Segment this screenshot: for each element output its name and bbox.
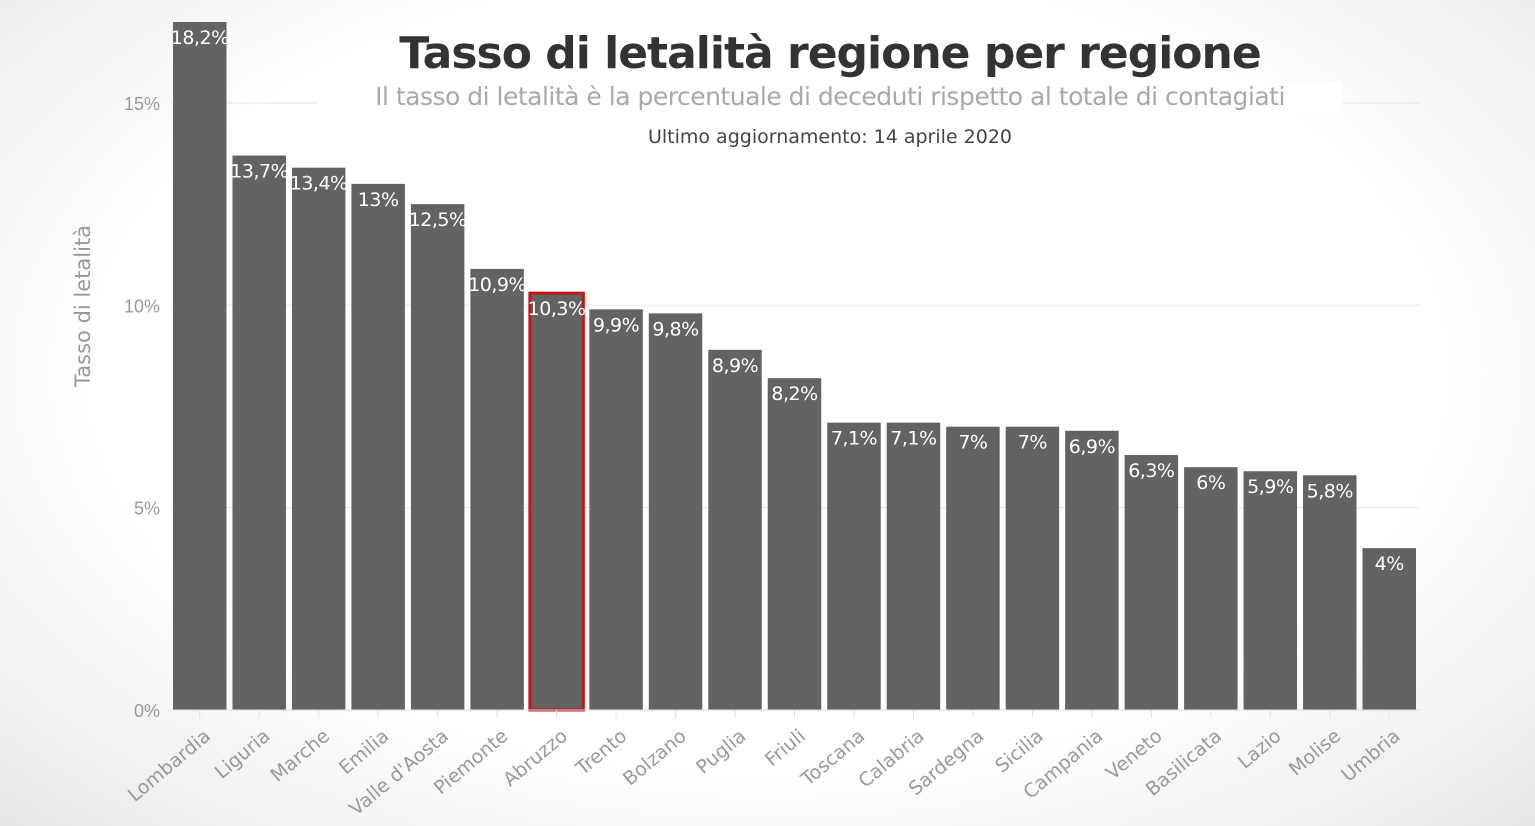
bar-abruzzo	[528, 291, 585, 712]
data-label: 4%	[1375, 553, 1404, 575]
data-label: 13,4%	[290, 173, 348, 195]
data-label: 13%	[358, 189, 399, 211]
x-tick-label: Abruzzo	[499, 725, 572, 791]
x-tick-label: Puglia	[692, 725, 750, 779]
data-label: 8,2%	[771, 383, 817, 405]
bar-sardegna	[946, 426, 1000, 710]
y-tick-label: 0%	[134, 701, 160, 721]
bar-puglia	[708, 349, 762, 710]
bar-trento	[589, 309, 643, 710]
data-label: 6,9%	[1069, 436, 1115, 458]
data-label: 10,9%	[468, 274, 526, 296]
x-tick-label: Bolzano	[619, 725, 691, 790]
data-label: 7,1%	[890, 428, 936, 450]
data-label: 18,2%	[171, 27, 229, 49]
x-tick-label: Liguria	[211, 725, 275, 783]
bar-bolzano	[648, 313, 703, 710]
bar-lombardia	[173, 22, 227, 710]
data-label: 5,8%	[1307, 480, 1353, 502]
data-label: 7,1%	[831, 428, 877, 450]
bar-friuli	[767, 378, 822, 710]
x-tick-label: Lombardia	[124, 725, 215, 806]
data-label: 9,8%	[652, 318, 698, 340]
x-tick-label: Lazio	[1234, 725, 1286, 773]
y-axis-label: Tasso di letalità	[71, 225, 95, 388]
x-tick-label: Molise	[1285, 725, 1345, 781]
bar-calabria	[886, 422, 941, 710]
bar-veneto	[1124, 455, 1179, 710]
y-tick-label: 10%	[124, 296, 160, 316]
data-label: 5,9%	[1247, 476, 1293, 498]
x-tick-label: Umbria	[1337, 725, 1404, 786]
data-label: 8,9%	[712, 355, 758, 377]
data-label: 12,5%	[409, 209, 467, 231]
data-label: 6,3%	[1128, 460, 1174, 482]
data-label: 13,7%	[230, 161, 288, 183]
bar-sicilia	[1005, 426, 1060, 710]
chart-subtitle: Il tasso di letalità è la percentuale di…	[318, 82, 1342, 111]
last-updated: Ultimo aggiornamento: 14 aprile 2020	[647, 126, 1013, 148]
x-tick-label: Marche	[266, 725, 333, 787]
data-label: 7%	[958, 432, 987, 454]
bar-toscana	[827, 422, 881, 710]
data-label: 9,9%	[593, 314, 639, 336]
bar-campania	[1065, 430, 1119, 710]
bar-valledaosta	[410, 204, 465, 710]
bar-lazio	[1243, 471, 1298, 710]
bar-piemonte	[470, 268, 524, 710]
y-tick-label: 15%	[124, 94, 160, 114]
bar-basilicata	[1184, 467, 1238, 710]
y-tick-label: 5%	[134, 499, 160, 519]
bar-marche	[291, 167, 346, 711]
data-label: 6%	[1196, 472, 1225, 494]
bar-liguria	[232, 155, 286, 710]
bar-umbria	[1362, 548, 1416, 710]
x-tick-label: Friuli	[761, 725, 810, 771]
bar-molise	[1303, 475, 1357, 710]
data-label: 10,3%	[528, 298, 586, 320]
chart-title: Tasso di letalità regione per regione	[399, 28, 1261, 79]
data-label: 7%	[1018, 432, 1047, 454]
bar-emilia	[351, 183, 405, 711]
